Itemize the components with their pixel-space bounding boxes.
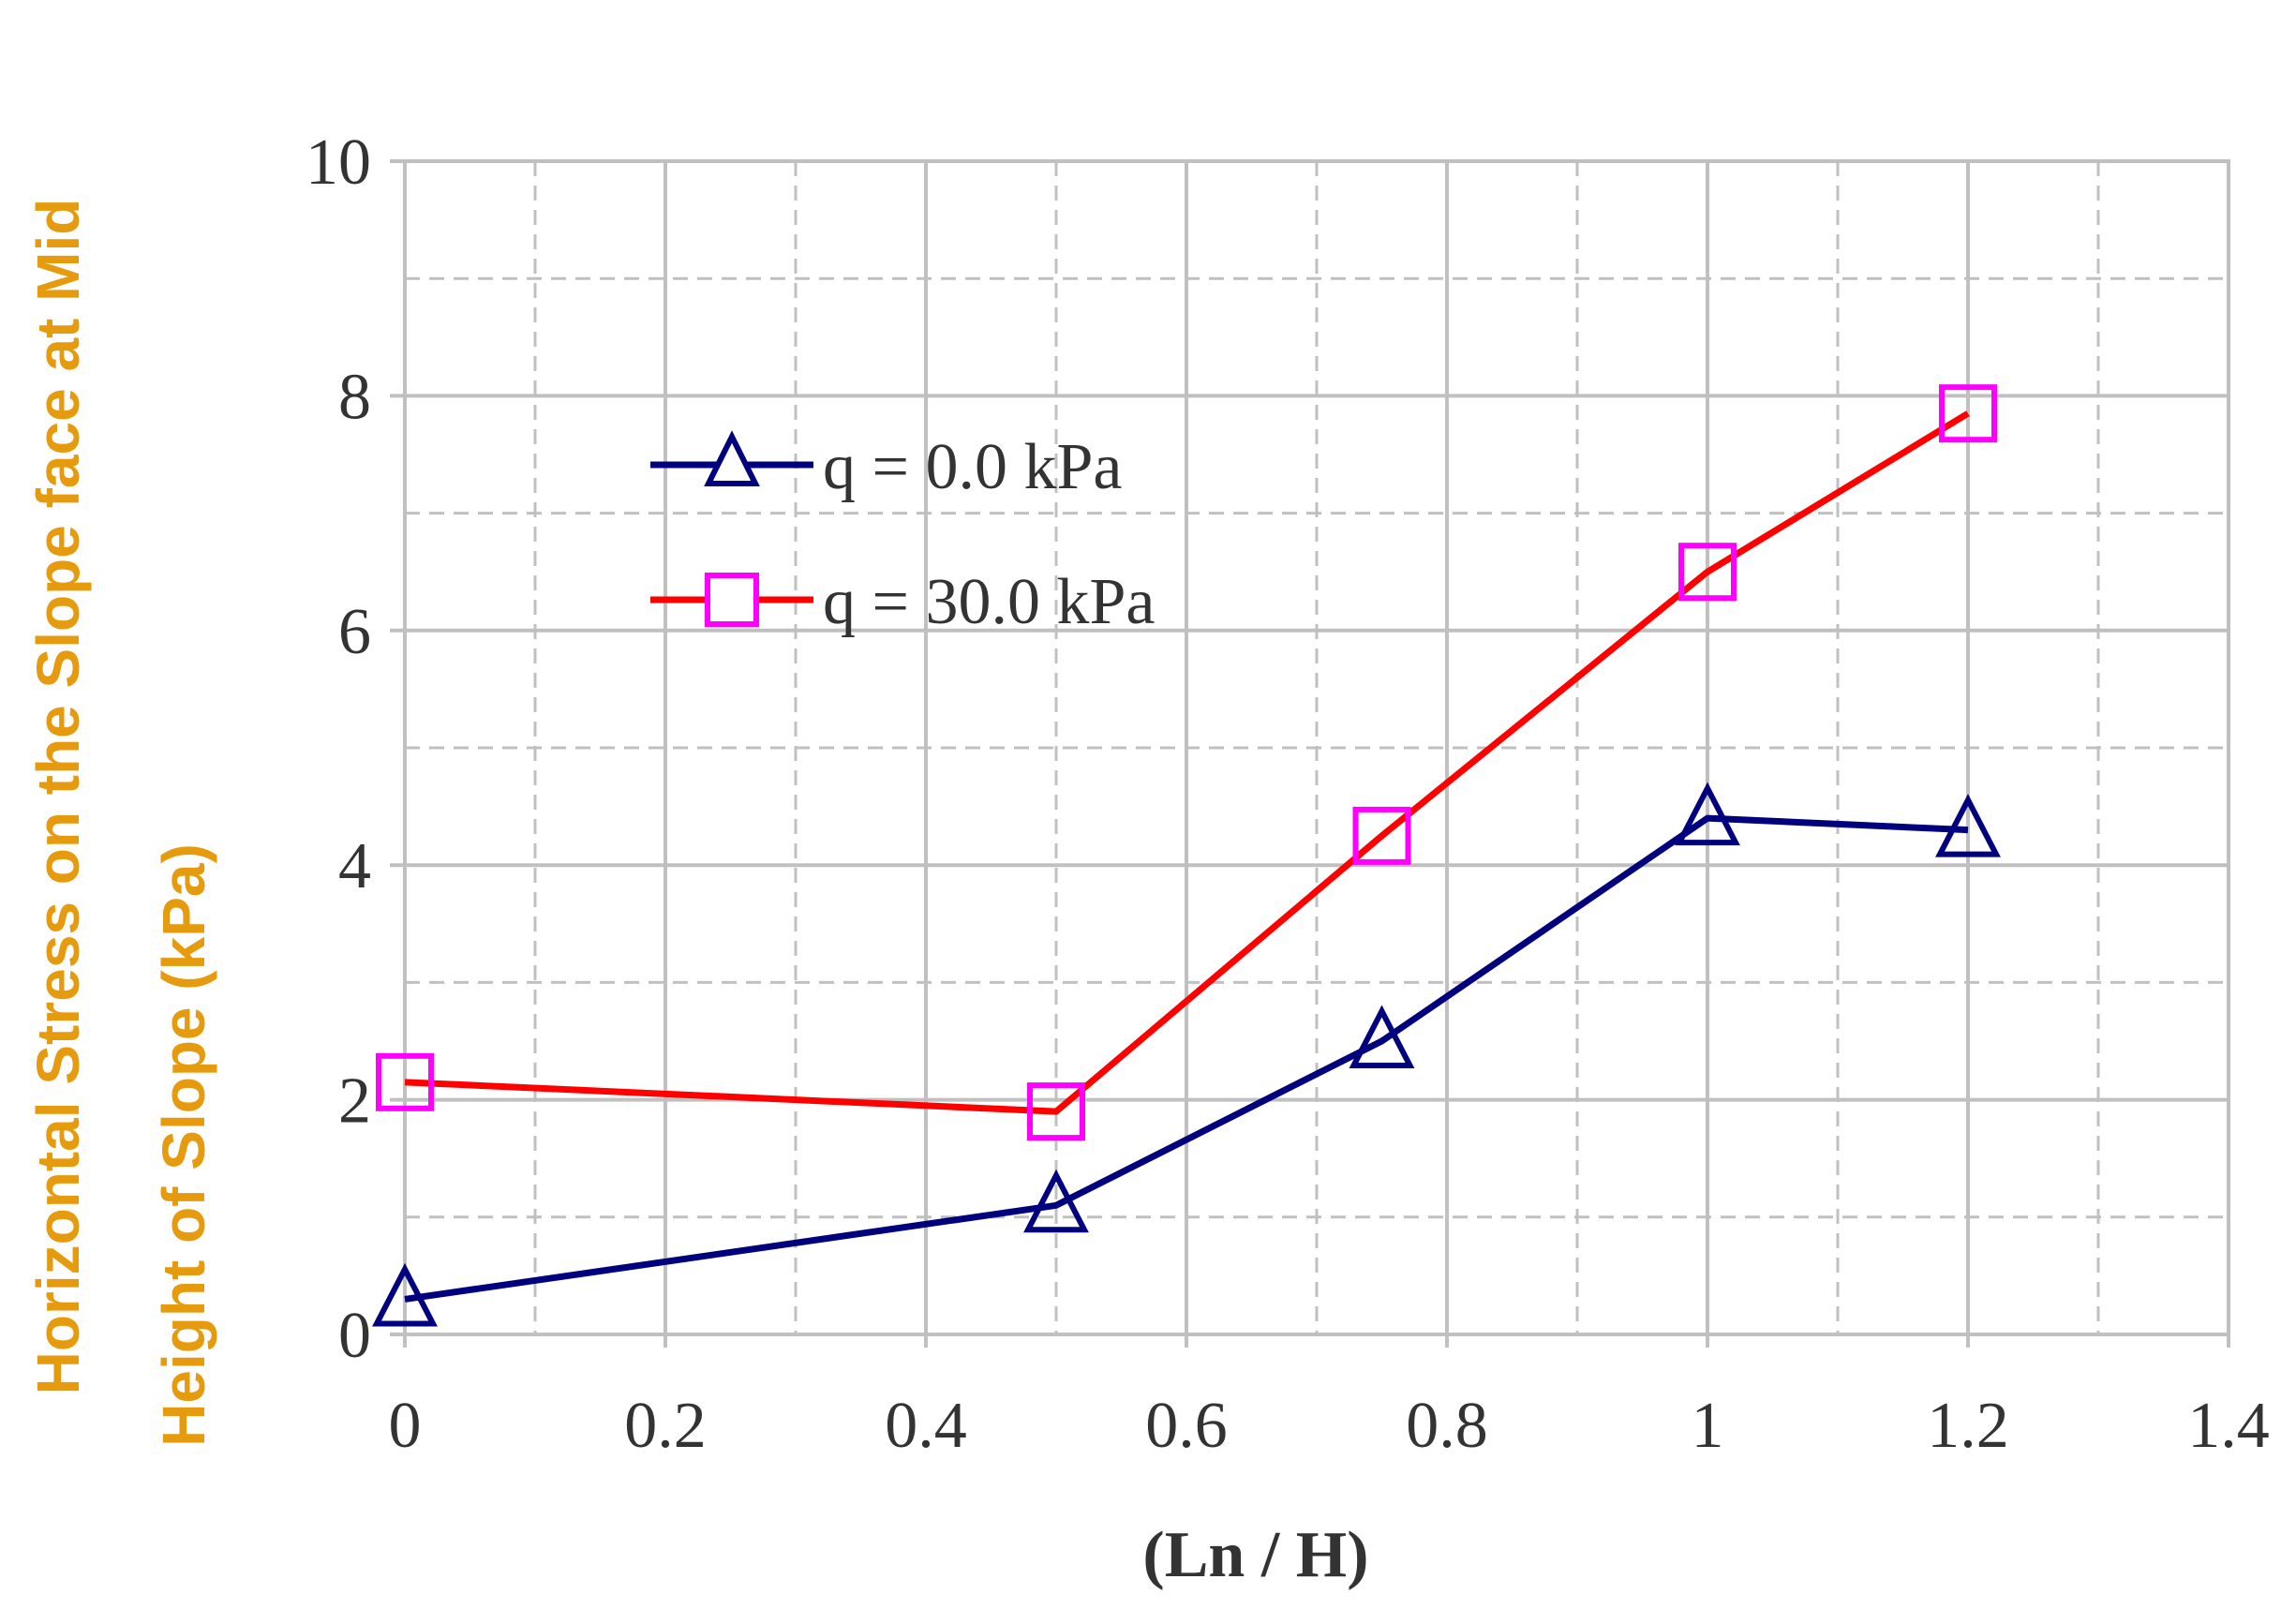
square-marker: [376, 1052, 434, 1111]
plot-frame: [403, 159, 2230, 1336]
series-q0: [372, 782, 2001, 1327]
x-tick-label: 0.6: [1145, 1390, 1228, 1462]
x-tick-label: 1: [1692, 1390, 1724, 1462]
x-tick-label: 0.4: [885, 1390, 967, 1462]
triangle-marker: [1023, 1169, 1089, 1233]
tick-labels: 0 0.2 0.4 0.6 0.8 1 1.2 1.4 0 2 4 6 8 10: [306, 127, 2270, 1462]
series-line: [404, 814, 1969, 1303]
x-tick-label: 0.8: [1406, 1390, 1488, 1462]
y-axis-title-line-1: Horizontal Stress on the Slope face at M…: [24, 199, 92, 1395]
square-marker: [1939, 384, 1997, 443]
triangle-marker: [1935, 794, 2001, 857]
x-tick-label: 0.2: [624, 1390, 707, 1462]
y-tick-label: 10: [306, 127, 371, 199]
x-tick-label: 1.2: [1927, 1390, 2009, 1462]
square-marker: [1352, 806, 1411, 865]
legend-square-marker: [705, 573, 759, 627]
y-tick-label: 4: [338, 830, 371, 902]
y-tick-label: 2: [338, 1065, 371, 1138]
y-tick-label: 6: [338, 596, 371, 668]
legend: q = 0.0 kPa q = 30.0 kPa: [650, 430, 1155, 638]
plot-area-frame: [403, 159, 2230, 1336]
y-axis-title-line-2: Height of Slope (kPa): [150, 843, 217, 1447]
legend-label-q0: q = 0.0 kPa: [823, 431, 1122, 503]
triangle-marker: [1349, 1005, 1415, 1068]
square-marker: [1027, 1082, 1085, 1141]
data-series: [372, 384, 2001, 1327]
legend-triangle-marker: [704, 430, 760, 486]
grid-lines: [390, 159, 2230, 1348]
y-tick-label: 8: [338, 361, 371, 433]
legend-entry-q0: q = 0.0 kPa: [650, 430, 1122, 503]
triangle-marker: [372, 1262, 438, 1327]
legend-entry-q30: q = 30.0 kPa: [650, 566, 1155, 638]
x-tick-label: 1.4: [2187, 1390, 2270, 1462]
triangle-marker: [1675, 782, 1740, 846]
square-marker: [1678, 543, 1737, 602]
y-tick-label: 0: [338, 1300, 371, 1372]
x-tick-label: 0: [389, 1390, 422, 1462]
series-q30: [376, 384, 1997, 1141]
legend-label-q30: q = 30.0 kPa: [823, 566, 1155, 638]
series-line: [404, 410, 1970, 1115]
x-axis-title: (Ln / H): [1142, 1519, 1368, 1591]
